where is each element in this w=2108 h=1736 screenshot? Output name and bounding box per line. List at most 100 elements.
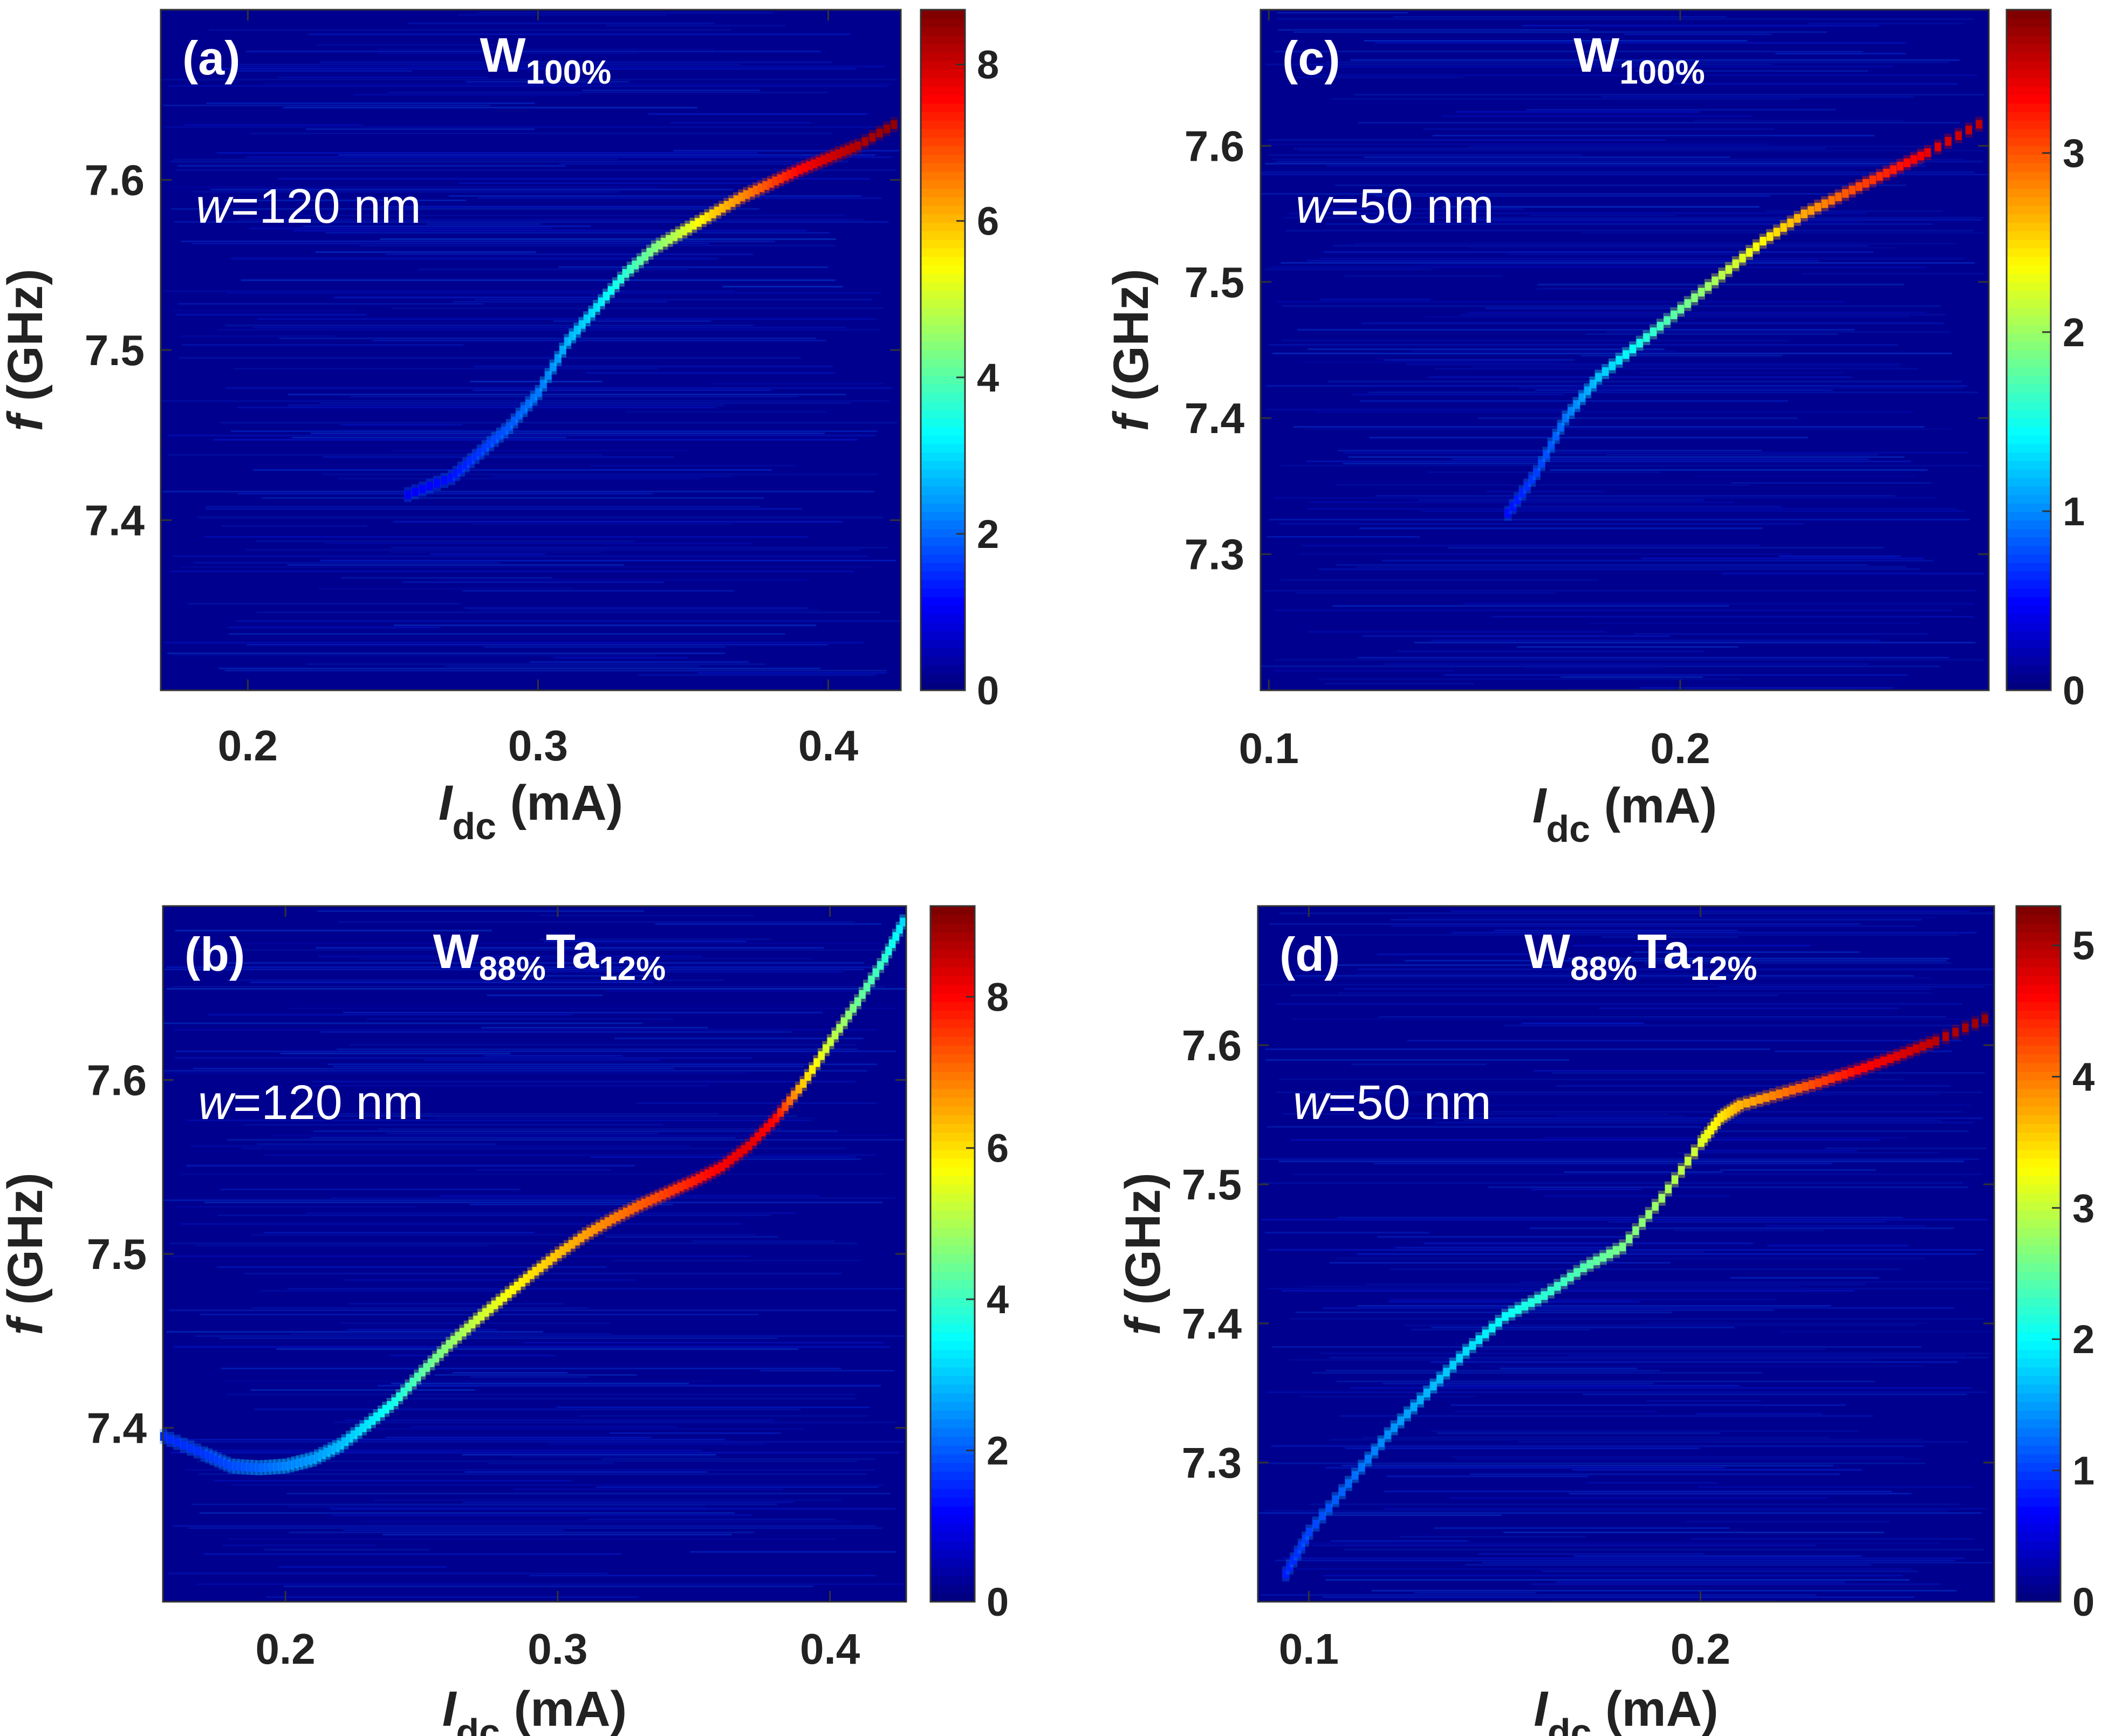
noise-stripe <box>1343 463 1546 464</box>
noise-stripe <box>1581 232 1984 234</box>
y-tick-label: 7.5 <box>87 1230 147 1278</box>
noise-stripe <box>243 1148 846 1149</box>
noise-stripe <box>1386 221 1863 223</box>
colorbar-segment <box>2007 256 2051 266</box>
material-sub2: 12% <box>1690 950 1757 987</box>
ridge-cell <box>827 1037 834 1046</box>
noise-stripe <box>1265 1232 1429 1233</box>
noise-stripe <box>1606 454 1878 456</box>
noise-stripe <box>1456 111 1699 113</box>
ridge-cell <box>861 137 868 146</box>
noise-stripe <box>1281 579 1599 581</box>
ridge-cell <box>840 1017 847 1026</box>
colorbar-segment <box>2007 350 2051 359</box>
material-sub2: 12% <box>599 950 666 987</box>
colorbar-segment <box>921 562 965 572</box>
ridge-cell <box>1934 142 1941 152</box>
noise-stripe <box>167 1441 904 1443</box>
noise-stripe <box>1802 273 1984 275</box>
colorbar-segment <box>930 1262 975 1272</box>
ridge-cell <box>1548 1286 1555 1295</box>
noise-stripe <box>380 238 836 240</box>
noise-stripe <box>648 113 867 115</box>
colorbar-segment <box>930 1106 975 1115</box>
noise-stripe <box>1268 1463 1926 1464</box>
noise-stripe <box>484 646 726 648</box>
noise-stripe <box>1472 366 1900 367</box>
noise-stripe <box>1775 1051 1952 1052</box>
noise-stripe <box>610 1432 781 1434</box>
colorbar-segment <box>930 1236 975 1246</box>
noise-stripe <box>1384 359 1575 361</box>
width-value: =50 nm <box>1331 180 1494 234</box>
noise-stripe <box>530 661 749 663</box>
noise-stripe <box>310 1137 736 1138</box>
ridge-cell <box>1965 126 1972 134</box>
noise-stripe <box>175 930 492 931</box>
noise-stripe <box>163 290 735 292</box>
noise-stripe <box>1390 919 1922 921</box>
colorbar-segment <box>2016 1541 2061 1550</box>
noise-stripe <box>320 61 833 63</box>
noise-stripe <box>1305 1286 1801 1287</box>
colorbar-segment <box>2016 1514 2061 1524</box>
noise-stripe <box>347 1329 497 1330</box>
noise-stripe <box>175 1206 417 1207</box>
noise-stripe <box>1329 1262 1671 1264</box>
noise-stripe <box>246 51 821 52</box>
noise-stripe <box>407 23 715 24</box>
noise-stripe <box>1397 650 1705 652</box>
colorbar-segment <box>2016 1167 2061 1176</box>
colorbar-segment <box>2016 1019 2061 1028</box>
ridge-cell <box>535 388 542 397</box>
noise-stripe <box>374 1499 842 1501</box>
noise-stripe <box>1299 1396 1477 1397</box>
ridge-cell <box>1593 1256 1600 1265</box>
noise-stripe <box>1531 1583 1941 1585</box>
ridge-cell <box>1312 1520 1319 1528</box>
ridge-cell <box>1567 1273 1574 1281</box>
colorbar-segment <box>2016 1419 2061 1429</box>
colorbar-segment <box>930 958 975 968</box>
colorbar-segment <box>2007 239 2051 249</box>
noise-stripe <box>1358 122 1960 123</box>
noise-stripe <box>1434 1122 1974 1123</box>
noise-stripe <box>1274 51 1863 52</box>
colorbar-segment <box>921 486 965 495</box>
noise-stripe <box>260 1290 512 1292</box>
colorbar-tick-label: 2 <box>987 1429 1009 1473</box>
noise-stripe <box>1269 519 1970 520</box>
ridge-cell <box>872 968 879 977</box>
noise-stripe <box>331 1197 895 1199</box>
ridge-cell <box>1417 1395 1424 1404</box>
noise-stripe <box>1522 25 1879 26</box>
y-tick-label: 7.3 <box>1185 531 1244 579</box>
noise-stripe <box>1297 329 1854 331</box>
colorbar-segment <box>921 443 965 453</box>
ridge-cell <box>1880 1056 1887 1066</box>
colorbar-segment <box>930 966 975 976</box>
noise-stripe <box>1338 992 1932 994</box>
colorbar-segment <box>930 1123 975 1133</box>
noise-stripe <box>310 433 825 434</box>
noise-stripe <box>1296 1312 1673 1313</box>
noise-stripe <box>1516 646 1739 648</box>
colorbar-segment <box>930 1549 975 1559</box>
noise-stripe <box>484 1055 622 1056</box>
noise-stripe <box>523 1342 884 1343</box>
noise-stripe <box>605 25 786 26</box>
noise-stripe <box>1719 986 1984 987</box>
noise-stripe <box>232 64 741 65</box>
ridge-cell <box>1906 1047 1913 1056</box>
ridge-cell <box>832 1031 839 1040</box>
colorbar-segment <box>930 1358 975 1368</box>
material-base: W <box>1524 925 1570 979</box>
noise-stripe <box>477 197 882 199</box>
y-axis-unit: (GHz) <box>1115 1172 1171 1319</box>
colorbar-segment <box>921 409 965 418</box>
noise-stripe <box>1384 663 1868 665</box>
colorbar-segment <box>2007 341 2051 351</box>
ridge-cell <box>1900 1049 1907 1058</box>
ridge-cell <box>1678 305 1684 314</box>
ridge-cell <box>1643 333 1650 342</box>
